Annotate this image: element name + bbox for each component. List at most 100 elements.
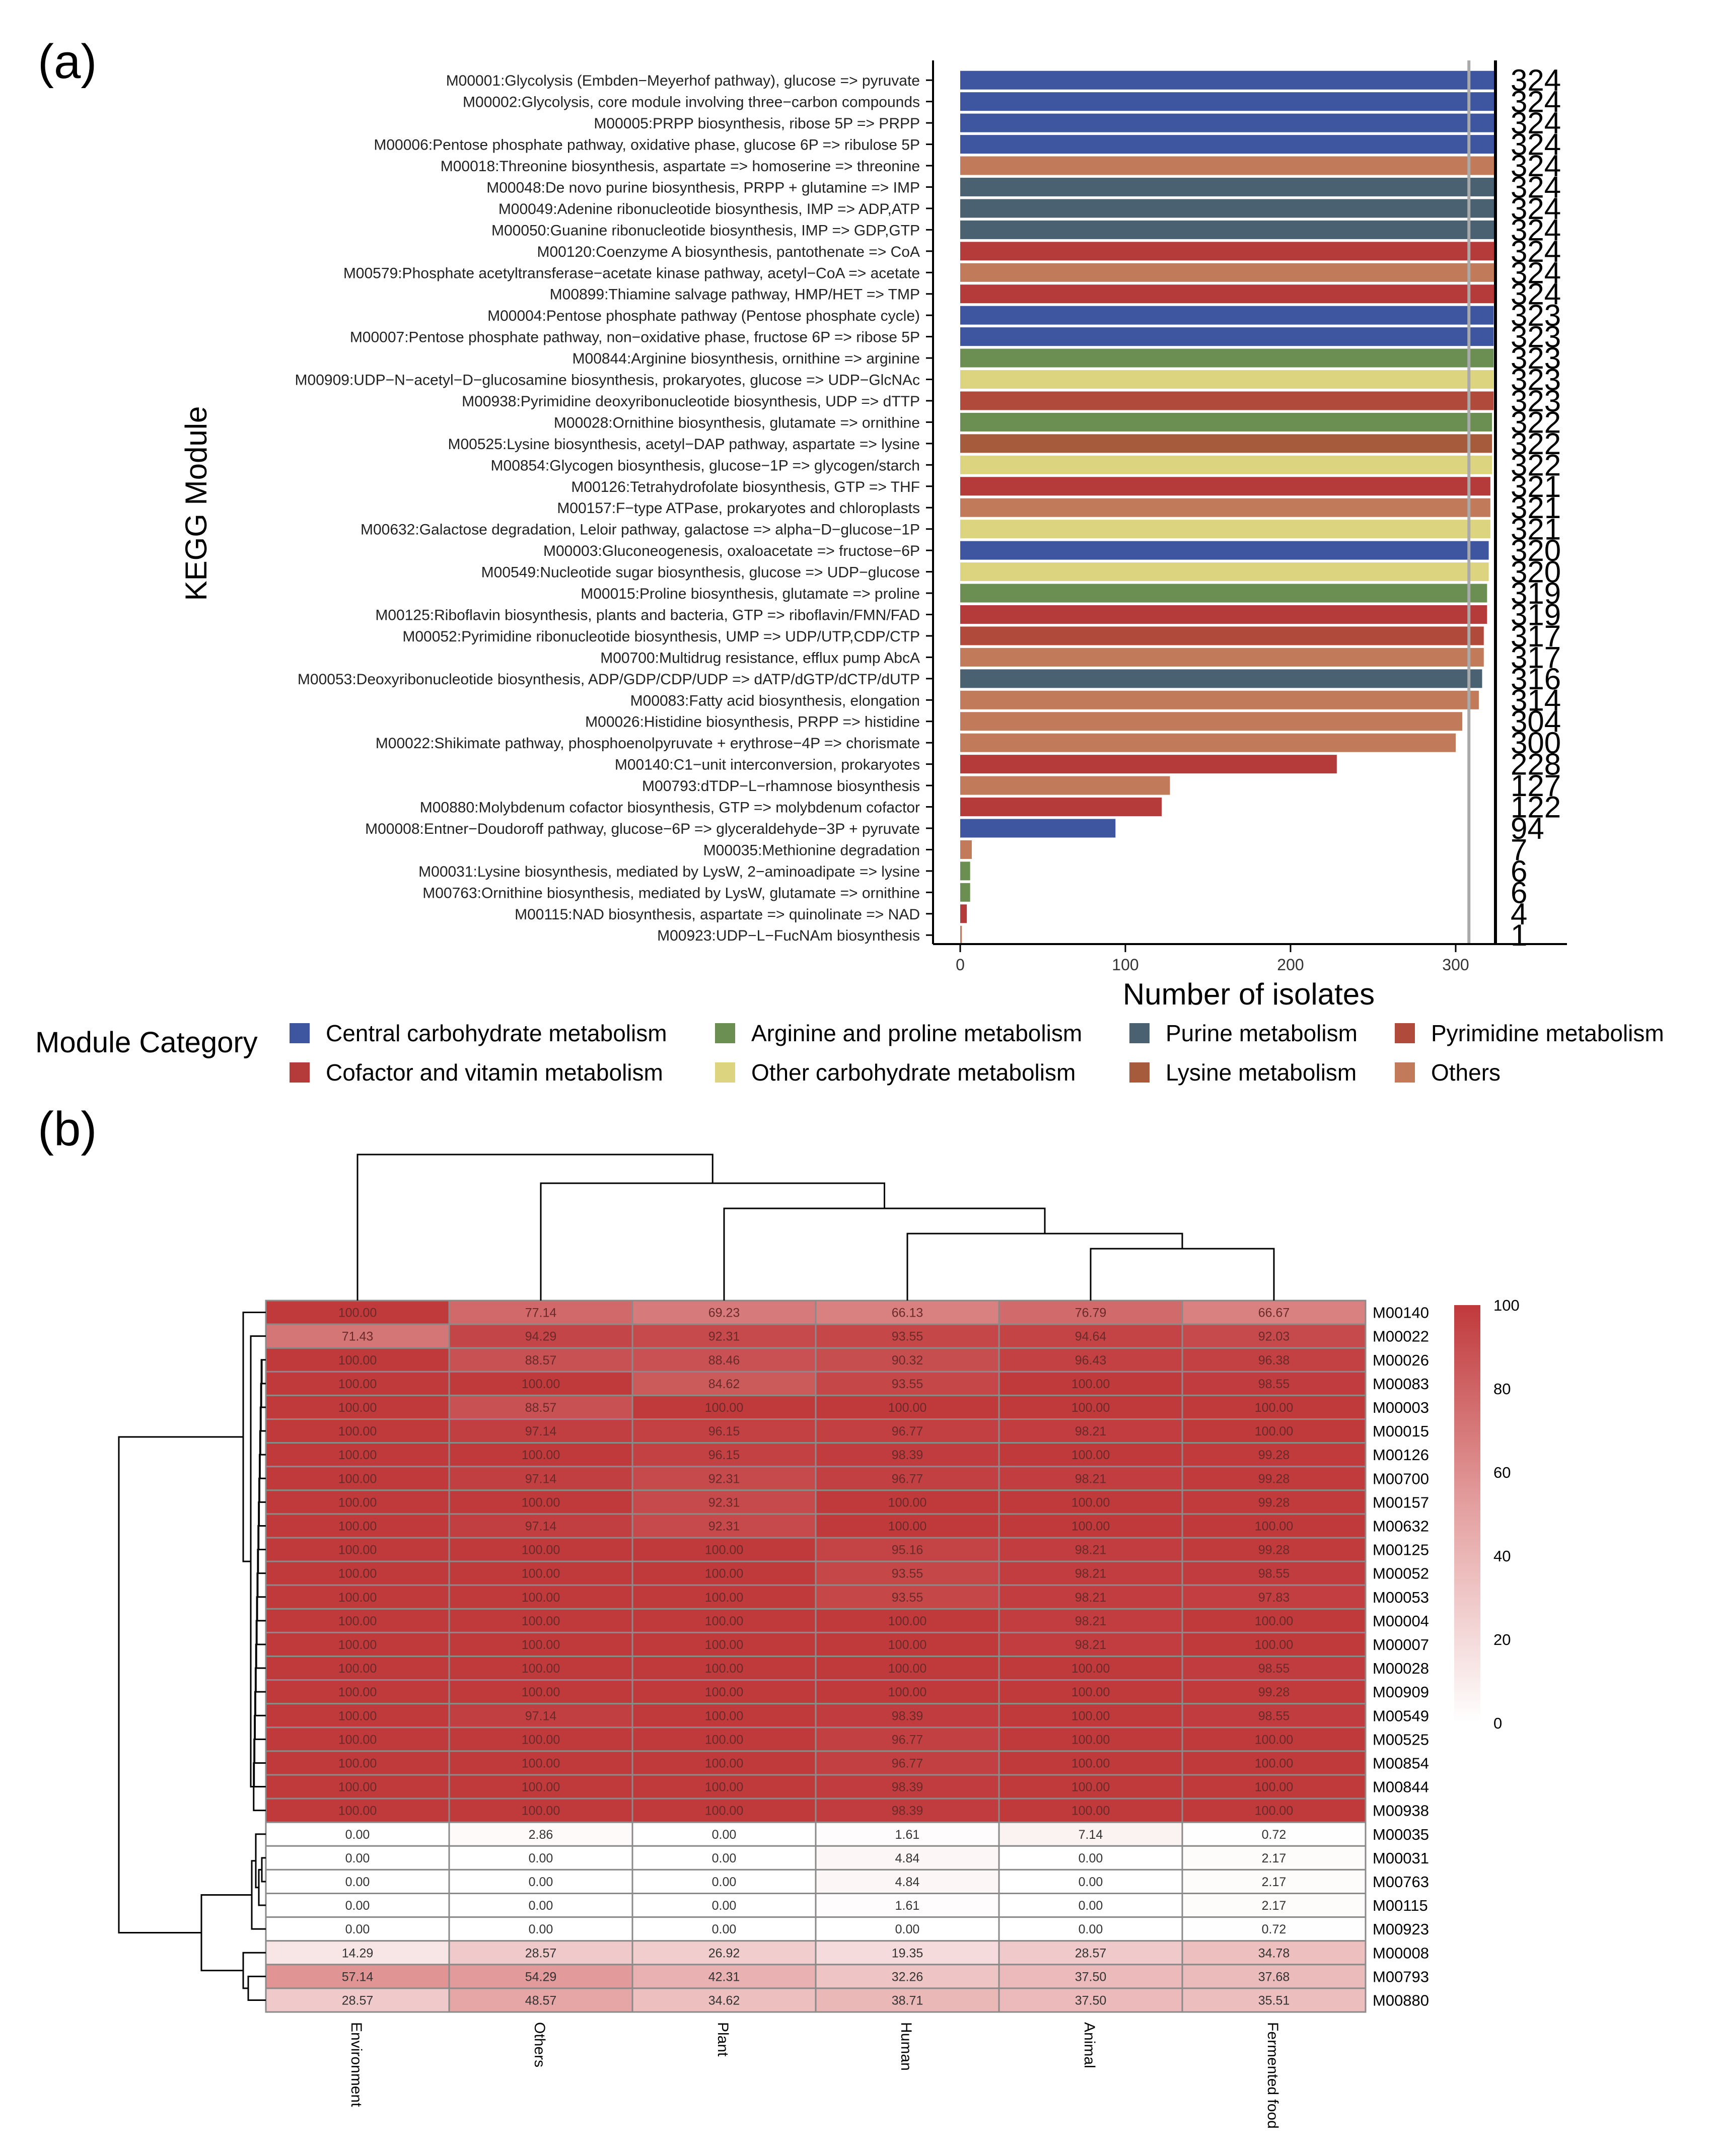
heatmap-cell (448, 1893, 633, 1918)
value-label: 324 (1511, 128, 1561, 162)
y-tick-label: M00909:UDP−N−acetyl−D−glucosamine biosyn… (295, 372, 920, 389)
row-label: M00083 (1373, 1375, 1429, 1393)
y-tick-label: M00003:Gluconeogenesis, oxaloacetate => … (543, 543, 920, 559)
value-label: 324 (1511, 256, 1561, 290)
cell-value: 96.77 (892, 1733, 923, 1747)
row-label: M00052 (1373, 1565, 1429, 1583)
row-dendrogram-branch (118, 1436, 243, 1934)
cell-value: 96.77 (892, 1472, 923, 1486)
cell-value: 0.72 (1262, 1828, 1287, 1842)
cell-value: 100.00 (338, 1495, 377, 1510)
cell-value: 100.00 (705, 1543, 743, 1557)
y-tick-label: M00007:Pentose phosphate pathway, non−ox… (350, 329, 920, 346)
cell-value: 0.00 (712, 1875, 737, 1889)
cell-value: 100.00 (705, 1756, 743, 1770)
heatmap-cell (448, 1371, 633, 1396)
cell-value: 35.51 (1258, 1993, 1290, 2007)
bar (960, 861, 970, 881)
y-tick-label: M00008:Entner−Doudoroff pathway, glucose… (365, 821, 920, 837)
row-label: M00022 (1373, 1328, 1429, 1345)
cell-value: 1.61 (895, 1828, 920, 1842)
bar (960, 92, 1495, 111)
heatmap-cell (265, 1798, 450, 1823)
row-label: M00125 (1373, 1541, 1429, 1559)
heatmap-cell (815, 1584, 1000, 1610)
column-label: Human (898, 2022, 914, 2071)
cell-value: 92.31 (708, 1495, 740, 1510)
legend-label: Other carbohydrate metabolism (751, 1059, 1076, 1086)
cell-value: 100.00 (888, 1495, 926, 1510)
cell-value: 100.00 (888, 1519, 926, 1533)
cell-value: 69.23 (708, 1306, 740, 1320)
row-label: M00004 (1373, 1612, 1429, 1630)
cell-value: 100.00 (705, 1709, 743, 1723)
value-label: 319 (1511, 577, 1561, 610)
legend-swatch (1395, 1062, 1415, 1083)
value-label: 6 (1511, 854, 1527, 888)
cell-value: 37.50 (1075, 1993, 1107, 2007)
heatmap-cell (998, 1394, 1183, 1420)
cell-value: 100.00 (338, 1306, 377, 1320)
value-label: 1 (1511, 918, 1527, 952)
row-label: M00026 (1373, 1351, 1429, 1369)
cell-value: 2.17 (1262, 1875, 1287, 1889)
cell-value: 98.21 (1075, 1472, 1107, 1486)
x-tick-label: 100 (1112, 956, 1138, 974)
cell-value: 100.00 (705, 1662, 743, 1676)
heatmap-cell (631, 1727, 817, 1752)
value-label: 314 (1511, 683, 1561, 717)
column-label: Fermented food (1264, 2022, 1281, 2129)
y-tick-label: M00844:Arginine biosynthesis, ornithine … (573, 350, 920, 367)
row-label: M00938 (1373, 1802, 1429, 1820)
legend-label: Purine metabolism (1166, 1020, 1358, 1046)
row-label: M00844 (1373, 1778, 1429, 1796)
cell-value: 98.39 (892, 1804, 923, 1818)
row-label: M00157 (1373, 1493, 1429, 1511)
cell-value: 100.00 (338, 1591, 377, 1605)
cell-value: 94.64 (1075, 1330, 1107, 1344)
cell-value: 2.17 (1262, 1899, 1287, 1913)
y-tick-label: M00018:Threonine biosynthesis, aspartate… (441, 158, 920, 175)
cell-value: 100.00 (1255, 1780, 1293, 1794)
bar (960, 220, 1495, 239)
cell-value: 100.00 (1255, 1756, 1293, 1770)
cell-value: 7.14 (1079, 1828, 1103, 1842)
heatmap-cell (1181, 1774, 1367, 1800)
y-tick-label: M00035:Methionine degradation (703, 842, 920, 858)
bar (960, 156, 1495, 175)
heatmap-cell (998, 1964, 1183, 1989)
value-label: 304 (1511, 705, 1561, 739)
heatmap-cell (815, 1394, 1000, 1420)
colorbar-tick-label: 60 (1493, 1464, 1511, 1481)
cell-value: 100.00 (338, 1377, 377, 1391)
cell-value: 100.00 (522, 1756, 560, 1770)
cell-value: 0.00 (712, 1899, 737, 1913)
cell-value: 100.00 (338, 1401, 377, 1415)
heatmap-cell (1181, 1964, 1367, 1989)
heatmap-cell (448, 1845, 633, 1871)
cell-value: 100.00 (1255, 1519, 1293, 1533)
bar (960, 177, 1495, 196)
heatmap-cell (631, 1656, 817, 1681)
y-tick-label: M00052:Pyrimidine ribonucleotide biosynt… (402, 628, 920, 645)
heatmap-cell (815, 1631, 1000, 1657)
heatmap-cell (998, 1608, 1183, 1633)
value-label: 324 (1511, 85, 1561, 119)
cell-value: 93.55 (892, 1591, 923, 1605)
heatmap-cell (998, 1821, 1183, 1847)
cell-value: 2.86 (529, 1828, 553, 1842)
y-tick-label: M00031:Lysine biosynthesis, mediated by … (418, 864, 920, 880)
cell-value: 98.39 (892, 1448, 923, 1462)
x-axis-title: Number of isolates (1123, 977, 1375, 1011)
value-label: 4 (1511, 897, 1527, 931)
cell-value: 0.00 (1079, 1922, 1103, 1936)
heatmap-cell (265, 1916, 450, 1942)
cell-value: 100.00 (1072, 1756, 1110, 1770)
legend-title: Module Category (35, 1026, 258, 1059)
cell-value: 54.29 (525, 1970, 557, 1984)
value-label: 300 (1511, 726, 1561, 760)
cell-value: 66.67 (1258, 1306, 1290, 1320)
x-tick-label: 200 (1277, 956, 1304, 974)
cell-value: 100.00 (1072, 1662, 1110, 1676)
y-tick-label: M00938:Pyrimidine deoxyribonucleotide bi… (462, 393, 920, 410)
